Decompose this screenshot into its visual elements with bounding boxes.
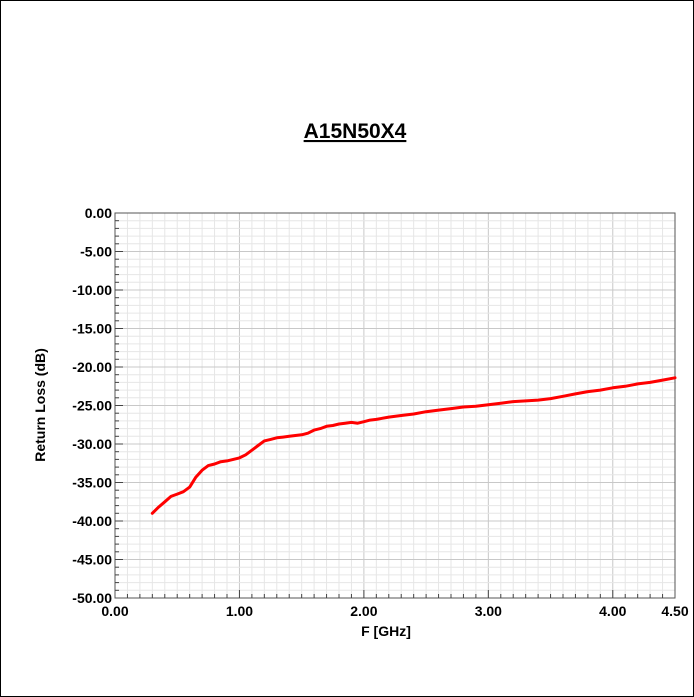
y-tick-label: -20.00 xyxy=(72,359,112,375)
series-layer xyxy=(150,376,677,515)
chart-title: A15N50X4 xyxy=(304,120,407,143)
y-tick-label: -45.00 xyxy=(72,552,112,568)
x-tick-label: 1.00 xyxy=(226,603,253,619)
y-tick-label: -25.00 xyxy=(72,398,112,414)
x-axis-label: F [GHz] xyxy=(361,623,411,639)
x-tick-label: 0.00 xyxy=(101,603,128,619)
x-tick-label: 4.50 xyxy=(661,603,688,619)
x-axis-ticks: 0.00 1.00 2.00 3.00 4.00 4.50 xyxy=(101,603,688,619)
grid-lines xyxy=(115,213,675,598)
y-axis-ticks: 0.00 -5.00 -10.00 -15.00 -20.00 -25.00 -30.00 -… xyxy=(72,205,112,606)
y-tick-label: -35.00 xyxy=(72,475,112,491)
y-tick-label: -30.00 xyxy=(72,436,112,452)
x-tick-label: 2.00 xyxy=(350,603,377,619)
y-tick-label: -50.00 xyxy=(72,590,112,606)
y-tick-label: -5.00 xyxy=(80,244,112,260)
x-tick-label: 3.00 xyxy=(475,603,502,619)
y-tick-label: -40.00 xyxy=(72,513,112,529)
y-tick-label: -15.00 xyxy=(72,321,112,337)
series-line xyxy=(150,376,677,515)
y-tick-label: 0.00 xyxy=(85,205,112,221)
axis-minor-ticks xyxy=(115,220,664,598)
y-axis-label: Return Loss (dB) xyxy=(32,348,48,462)
y-tick-label: -10.00 xyxy=(72,282,112,298)
x-tick-label: 4.00 xyxy=(599,603,626,619)
